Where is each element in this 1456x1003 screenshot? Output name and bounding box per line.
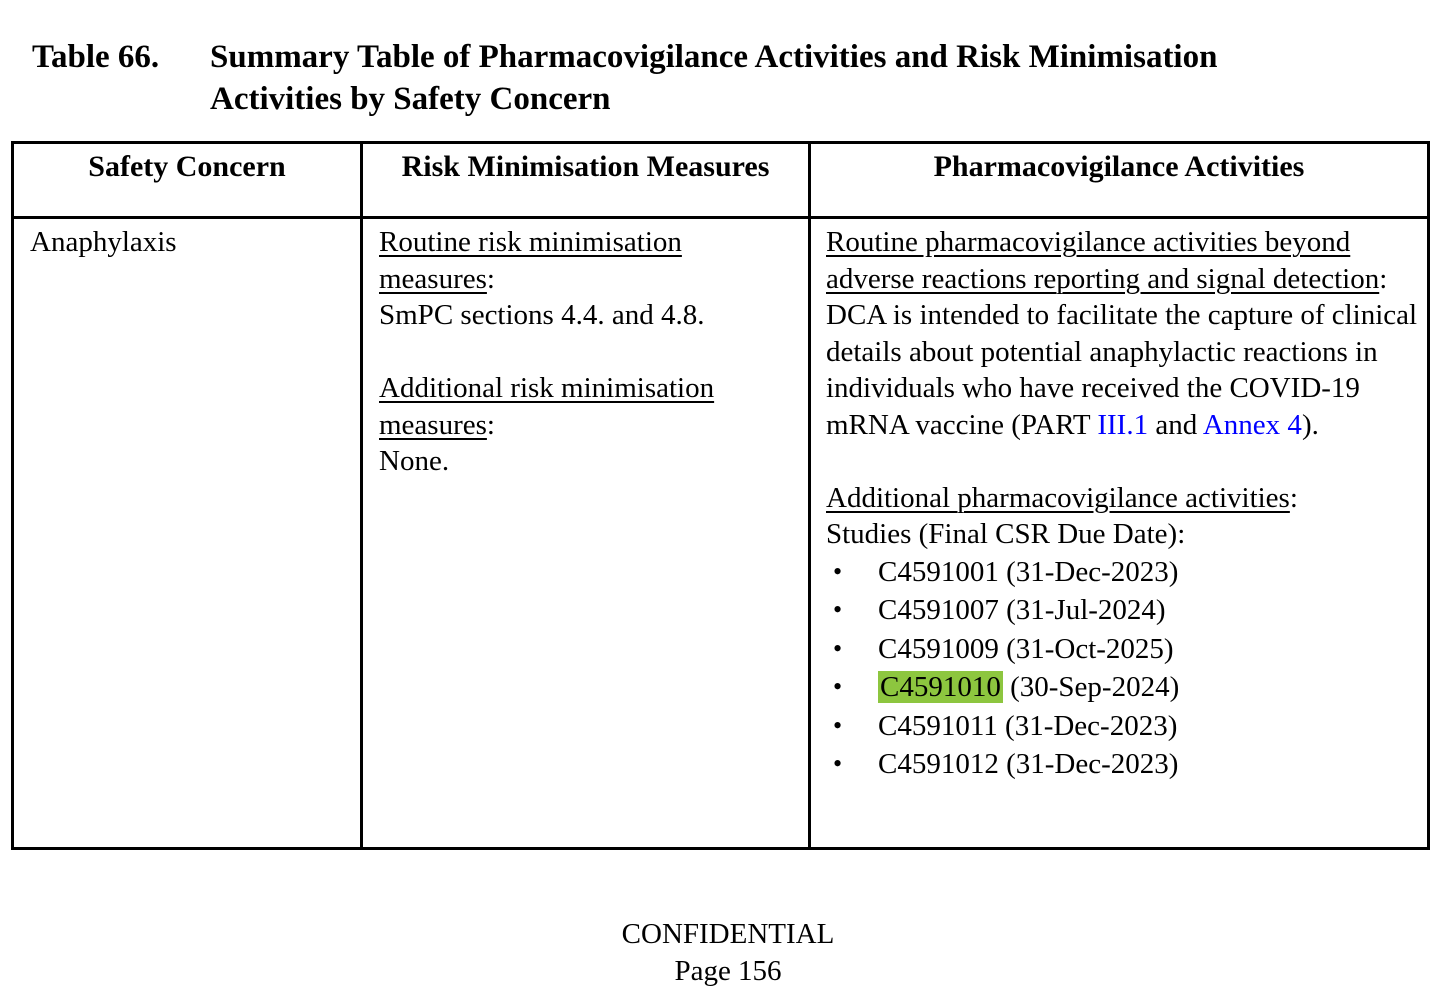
study-list-item: • C4591007 (31-Jul-2024)	[826, 591, 1419, 630]
rm-routine-body: SmPC sections 4.4. and 4.8.	[379, 299, 705, 331]
rm-additional-colon: :	[486, 408, 495, 441]
studies-list: • C4591001 (31-Dec-2023) • C4591007 (31-Jul…	[826, 553, 1419, 784]
study-id: C4591001	[878, 555, 999, 588]
document-page: Table 66. Summary Table of Pharmacovigil…	[0, 36, 1456, 1003]
header-pharmacovigilance-activities: Pharmacovigilance Activities	[808, 141, 1430, 219]
rm-routine-colon: :	[486, 262, 495, 295]
bullet-icon: •	[833, 595, 843, 624]
confidential-label: CONFIDENTIAL	[621, 918, 835, 950]
safety-concern-value: Anaphylaxis	[30, 226, 177, 258]
study-text: C4591001 (31-Dec-2023)	[878, 553, 1178, 592]
study-list-item: • C4591001 (31-Dec-2023)	[826, 553, 1419, 592]
study-due-date: (31-Oct-2025)	[998, 632, 1174, 665]
rm-additional-heading: Additional risk minimisation measures	[379, 372, 715, 441]
study-list-item: • C4591011 (31-Dec-2023)	[826, 707, 1419, 746]
study-text: C4591009 (31-Oct-2025)	[878, 630, 1174, 669]
pv-additional-heading: Additional pharmacovigilance activities	[826, 481, 1290, 514]
bullet-icon: •	[833, 633, 843, 663]
pv-dca-text-mid: and	[1148, 408, 1203, 441]
rm-additional-body: None.	[379, 445, 450, 477]
pv-routine-heading-line: Routine pharmacovigilance activities bey…	[826, 224, 1419, 297]
study-list-item: • C4591012 (31-Dec-2023)	[826, 745, 1419, 784]
rm-routine-heading: Routine risk minimisation measures	[379, 226, 682, 295]
header-safety-concern: Safety Concern	[11, 141, 363, 219]
summary-table: Safety Concern Risk Minimisation Measure…	[11, 141, 1430, 850]
table-row-anaphylaxis: Anaphylaxis Routine risk minimisation me…	[11, 216, 1430, 850]
link-annex-4[interactable]: Annex 4	[1202, 408, 1302, 441]
pv-dca-paragraph: DCA is intended to facilitate the captur…	[826, 297, 1419, 443]
study-due-date: (31-Dec-2023)	[998, 555, 1179, 588]
table-header-row: Safety Concern Risk Minimisation Measure…	[11, 141, 1430, 219]
study-list-item: • C4591009 (31-Oct-2025)	[826, 630, 1419, 669]
header-risk-minimisation-measures: Risk Minimisation Measures	[360, 141, 811, 219]
study-due-date: (30-Sep-2024)	[1002, 671, 1180, 703]
study-due-date: (31-Dec-2023)	[998, 748, 1179, 780]
study-id: C4591012	[878, 748, 999, 780]
study-text: C4591011 (31-Dec-2023)	[878, 707, 1177, 746]
bullet-icon: •	[833, 710, 843, 740]
pv-routine-heading: Routine pharmacovigilance activities bey…	[826, 226, 1380, 295]
table-caption-label: Table 66.	[32, 39, 160, 75]
pv-studies-label: Studies (Final CSR Due Date):	[826, 518, 1186, 550]
table-caption: Table 66. Summary Table of Pharmacovigil…	[32, 36, 1456, 120]
table-caption-title: Summary Table of Pharmacovigilance Activ…	[210, 36, 1217, 120]
cell-risk-minimisation: Routine risk minimisation measures: SmPC…	[360, 216, 811, 850]
study-due-date: (31-Jul-2024)	[998, 594, 1166, 626]
pv-additional-colon: :	[1289, 481, 1298, 514]
rm-routine-heading-line: Routine risk minimisation measures:	[379, 224, 798, 297]
study-id-highlighted: C4591010	[878, 671, 1003, 703]
study-text: C4591012 (31-Dec-2023)	[878, 745, 1178, 784]
table-caption-line-2: Activities by Safety Concern	[210, 81, 611, 117]
pv-dca-text-before: DCA is intended to facilitate the captur…	[826, 299, 1418, 441]
table-caption-line-1: Summary Table of Pharmacovigilance Activ…	[210, 39, 1218, 75]
page-number: Page 156	[674, 955, 782, 987]
page-footer: CONFIDENTIAL Page 156	[0, 916, 1456, 990]
bullet-icon: •	[833, 672, 843, 701]
link-part-iii-1[interactable]: III.1	[1097, 408, 1149, 441]
rm-additional-heading-line: Additional risk minimisation measures:	[379, 370, 798, 443]
cell-pharmacovigilance: Routine pharmacovigilance activities bey…	[808, 216, 1430, 850]
pv-routine-colon: :	[1379, 262, 1388, 295]
study-list-item: • C4591010 (30-Sep-2024)	[826, 668, 1419, 707]
study-id: C4591007	[878, 594, 999, 626]
study-due-date: (31-Dec-2023)	[997, 709, 1178, 742]
pv-spacer	[826, 443, 1419, 480]
study-id: C4591009	[878, 632, 999, 665]
rm-spacer	[379, 334, 798, 371]
cell-safety-concern: Anaphylaxis	[11, 216, 363, 850]
study-text: C4591007 (31-Jul-2024)	[878, 591, 1166, 630]
study-text: C4591010 (30-Sep-2024)	[878, 668, 1179, 707]
study-id: C4591011	[878, 709, 998, 742]
bullet-icon: •	[833, 556, 843, 586]
pv-additional-heading-line: Additional pharmacovigilance activities:	[826, 480, 1419, 517]
pv-dca-text-after: ).	[1301, 408, 1319, 441]
bullet-icon: •	[833, 749, 843, 778]
